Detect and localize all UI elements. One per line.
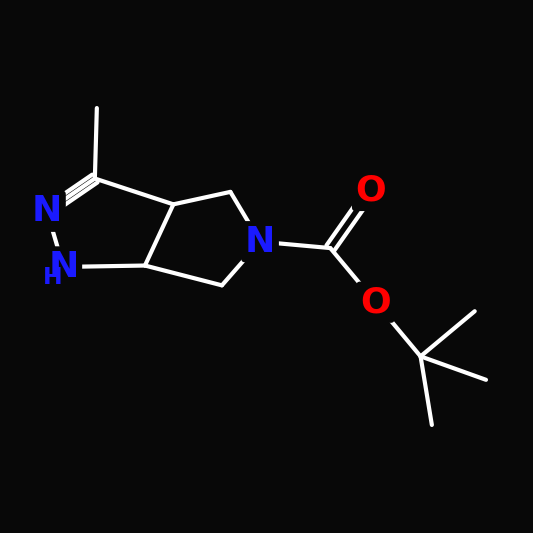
Text: N: N <box>32 194 62 228</box>
Text: N: N <box>245 225 275 259</box>
Text: N: N <box>48 250 78 284</box>
Text: O: O <box>360 285 391 319</box>
Text: H: H <box>43 266 63 289</box>
Text: O: O <box>356 173 386 207</box>
